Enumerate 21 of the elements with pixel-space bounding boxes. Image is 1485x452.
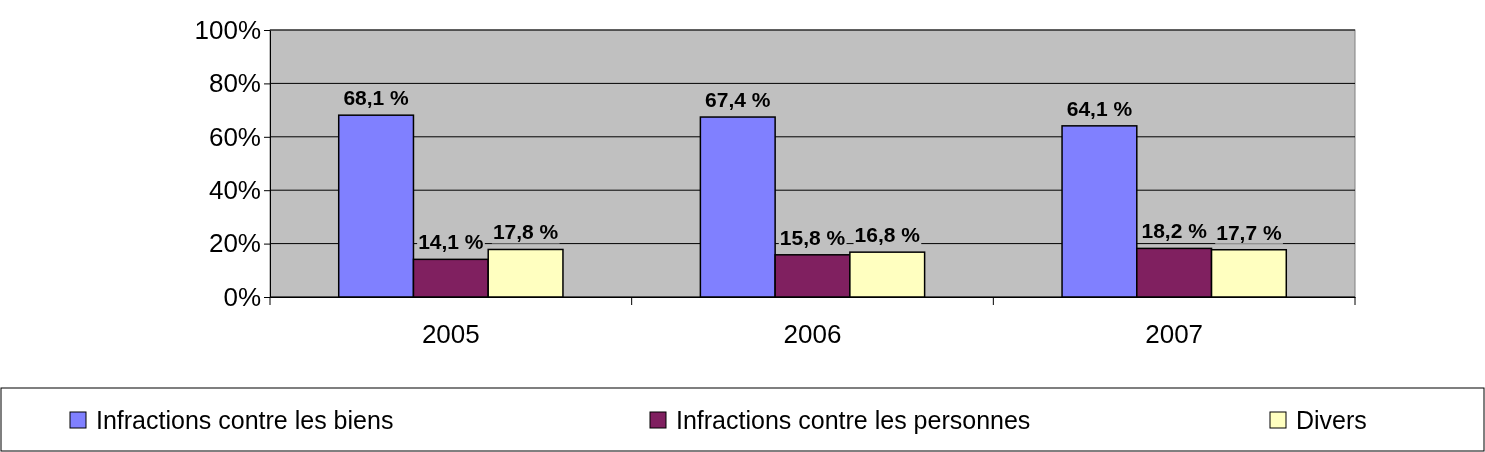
y-tick-label: 0% [223,281,261,312]
legend-label: Infractions contre les biens [96,406,394,434]
x-tick-label: 2006 [783,319,842,350]
data-label: 14,1 % [418,230,484,254]
y-tick-label: 20% [208,228,261,259]
y-tick-label: 100% [194,14,261,45]
data-label: 16,8 % [854,223,921,247]
data-label: 67,4 % [705,88,771,112]
legend-label: Divers [1296,406,1367,434]
data-label: 18,2 % [1141,219,1208,243]
legend-label: Infractions contre les personnes [676,406,1031,434]
y-tick-label: 40% [208,175,261,206]
x-tick-label: 2005 [421,319,480,350]
data-label: 64,1 % [1066,96,1133,120]
data-label: 15,8 % [779,225,846,249]
data-label: 17,7 % [1216,220,1282,244]
x-tick-label: 2007 [1145,319,1204,350]
data-label: 17,8 % [492,220,559,244]
y-tick-label: 60% [208,121,261,152]
y-tick-label: 80% [208,68,261,99]
data-label: 68,1 % [343,86,410,110]
